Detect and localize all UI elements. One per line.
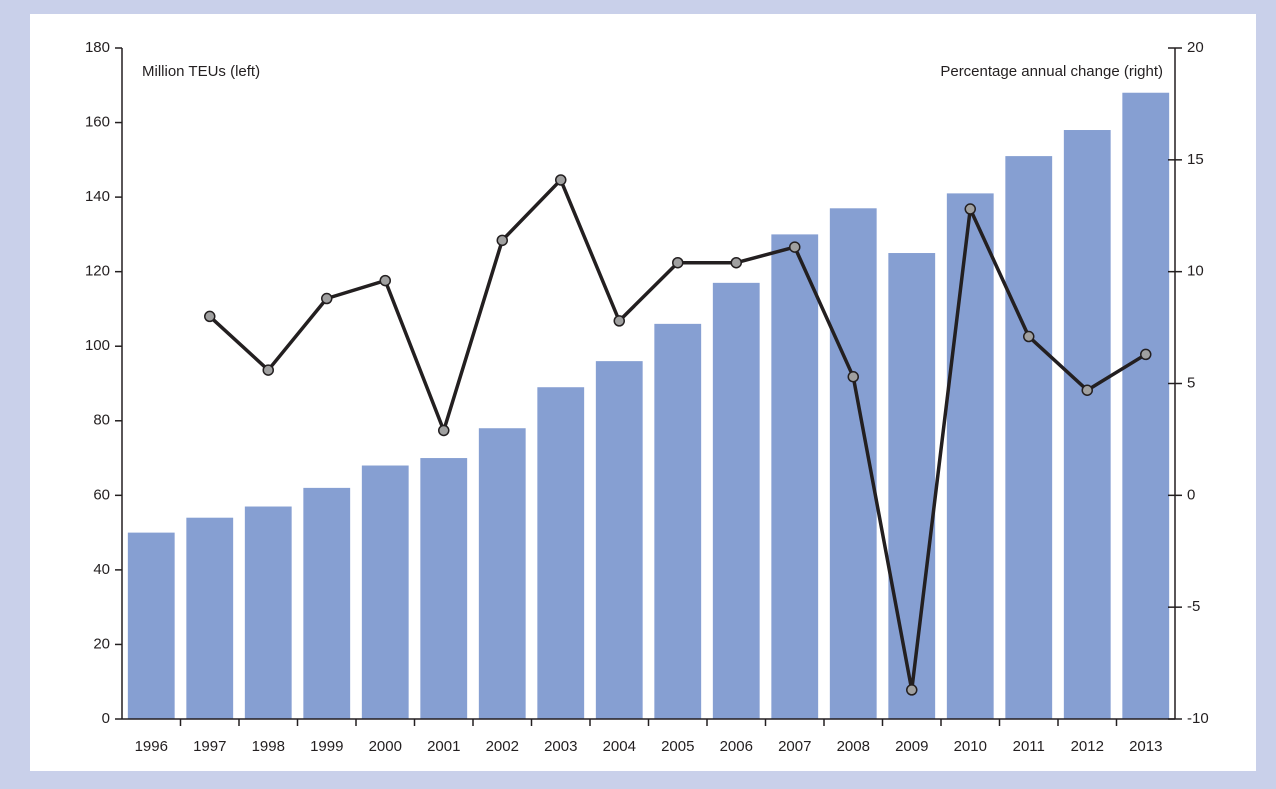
line-marker bbox=[730, 256, 742, 269]
x-tick-label: 2009 bbox=[895, 738, 928, 755]
bar bbox=[771, 234, 819, 719]
right-axis-label: Percentage annual change (right) bbox=[940, 63, 1163, 80]
line-marker bbox=[555, 174, 567, 186]
line-marker bbox=[204, 310, 216, 323]
bar bbox=[1122, 92, 1170, 719]
x-tick-label: 2002 bbox=[486, 738, 519, 755]
line-marker bbox=[847, 371, 859, 383]
y-tick-label: 0 bbox=[102, 710, 110, 727]
x-tick-label: 1999 bbox=[310, 738, 343, 755]
bar bbox=[420, 458, 468, 719]
x-tick-label: 2001 bbox=[427, 738, 460, 755]
y-tick-label: 60 bbox=[93, 486, 110, 503]
x-tick-label: 2010 bbox=[954, 738, 987, 755]
line-marker bbox=[262, 364, 274, 376]
x-tick-label: 2007 bbox=[778, 738, 811, 755]
line-marker bbox=[964, 203, 976, 215]
line-marker bbox=[672, 256, 684, 269]
bar bbox=[244, 506, 292, 719]
bar bbox=[478, 428, 526, 719]
line-marker bbox=[1081, 384, 1093, 396]
line-marker bbox=[496, 234, 508, 247]
line-marker bbox=[321, 292, 333, 305]
y2-tick-label: 5 bbox=[1187, 374, 1195, 391]
left-axis-label: Million TEUs (left) bbox=[142, 63, 260, 80]
x-tick-label: 2006 bbox=[720, 738, 753, 755]
bar bbox=[654, 323, 702, 719]
x-tick-label: 2004 bbox=[603, 738, 636, 755]
y-tick-label: 80 bbox=[93, 412, 110, 429]
bar bbox=[361, 465, 409, 719]
line-marker bbox=[906, 684, 918, 696]
y2-tick-label: 15 bbox=[1187, 151, 1204, 168]
y2-tick-label: -5 bbox=[1187, 598, 1200, 615]
y-tick-label: 40 bbox=[93, 561, 110, 578]
line-marker bbox=[789, 241, 801, 253]
x-tick-label: 2011 bbox=[1013, 738, 1045, 755]
x-tick-label: 2012 bbox=[1071, 738, 1104, 755]
y2-tick-label: 20 bbox=[1187, 39, 1204, 56]
y2-tick-label: 0 bbox=[1187, 486, 1195, 503]
y-tick-label: 100 bbox=[85, 337, 110, 354]
y2-tick-label: -10 bbox=[1187, 710, 1209, 727]
x-tick-label: 1996 bbox=[135, 738, 168, 755]
y-tick-label: 140 bbox=[85, 188, 110, 205]
line-marker bbox=[379, 274, 391, 287]
bar bbox=[303, 487, 351, 719]
x-tick-label: 1997 bbox=[193, 738, 226, 755]
line-marker bbox=[1140, 348, 1152, 361]
bar bbox=[888, 253, 936, 719]
x-tick-label: 1998 bbox=[252, 738, 285, 755]
bar bbox=[946, 193, 994, 720]
x-tick-label: 2013 bbox=[1129, 738, 1162, 755]
line-marker bbox=[438, 424, 450, 437]
x-tick-label: 2005 bbox=[661, 738, 694, 755]
bar bbox=[1063, 130, 1111, 719]
line-marker bbox=[613, 315, 625, 327]
y-tick-label: 180 bbox=[85, 39, 110, 56]
bar bbox=[537, 387, 585, 719]
x-tick-label: 2008 bbox=[837, 738, 870, 755]
y-tick-label: 160 bbox=[85, 114, 110, 131]
y2-tick-label: 10 bbox=[1187, 263, 1204, 280]
bar bbox=[127, 532, 175, 719]
x-tick-label: 2000 bbox=[369, 738, 402, 755]
bar bbox=[712, 282, 760, 719]
bar bbox=[1005, 156, 1053, 719]
x-tick-label: 2003 bbox=[544, 738, 577, 755]
y-tick-label: 120 bbox=[85, 263, 110, 280]
bar bbox=[595, 361, 643, 719]
y-tick-label: 20 bbox=[93, 635, 110, 652]
line-marker bbox=[1023, 330, 1035, 343]
bar bbox=[186, 517, 234, 719]
